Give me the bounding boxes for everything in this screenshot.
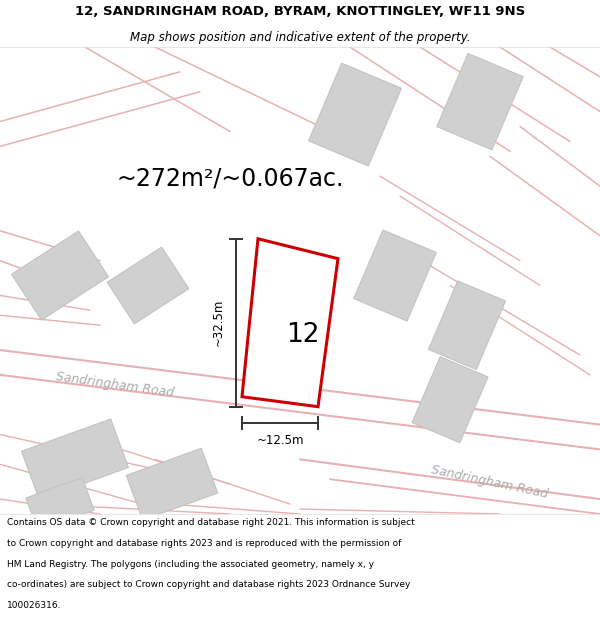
Bar <box>11 231 109 320</box>
Bar <box>107 247 189 324</box>
Text: 12, SANDRINGHAM ROAD, BYRAM, KNOTTINGLEY, WF11 9NS: 12, SANDRINGHAM ROAD, BYRAM, KNOTTINGLEY… <box>75 5 525 18</box>
Text: ~12.5m: ~12.5m <box>256 434 304 447</box>
Text: ~32.5m: ~32.5m <box>212 299 224 346</box>
Text: co-ordinates) are subject to Crown copyright and database rights 2023 Ordnance S: co-ordinates) are subject to Crown copyr… <box>7 580 410 589</box>
Text: to Crown copyright and database rights 2023 and is reproduced with the permissio: to Crown copyright and database rights 2… <box>7 539 401 548</box>
Text: HM Land Registry. The polygons (including the associated geometry, namely x, y: HM Land Registry. The polygons (includin… <box>7 559 374 569</box>
Bar <box>412 357 488 442</box>
Text: Sandringham Road: Sandringham Road <box>430 464 550 501</box>
Bar <box>26 478 94 531</box>
Text: Sandringham Road: Sandringham Road <box>55 370 175 399</box>
Bar <box>308 63 401 166</box>
Bar <box>22 419 128 500</box>
Polygon shape <box>242 239 338 407</box>
Text: Map shows position and indicative extent of the property.: Map shows position and indicative extent… <box>130 31 470 44</box>
Bar <box>428 281 506 369</box>
Text: ~272m²/~0.067ac.: ~272m²/~0.067ac. <box>116 166 344 190</box>
Text: Contains OS data © Crown copyright and database right 2021. This information is : Contains OS data © Crown copyright and d… <box>7 519 415 528</box>
Bar <box>353 230 436 321</box>
Text: 12: 12 <box>286 322 320 348</box>
Bar <box>126 448 218 520</box>
Text: 100026316.: 100026316. <box>7 601 62 609</box>
Bar <box>437 53 523 150</box>
